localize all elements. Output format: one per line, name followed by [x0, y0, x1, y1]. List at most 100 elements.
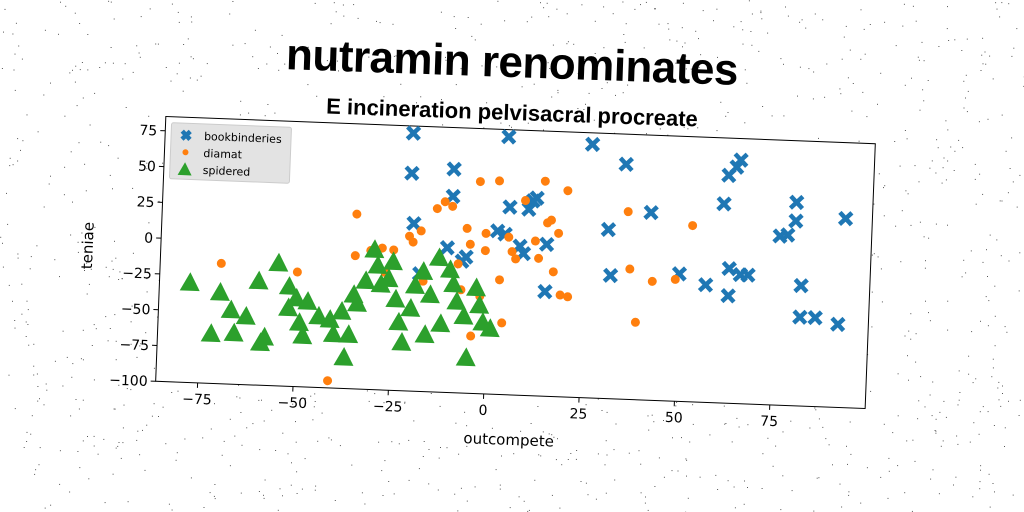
- data-point-triangle: [430, 313, 451, 333]
- data-point-triangle: [419, 284, 440, 304]
- data-point-circle: [495, 176, 505, 186]
- legend-item: diamat: [182, 147, 243, 161]
- data-point-circle: [389, 245, 399, 255]
- data-point-circle: [546, 215, 556, 225]
- data-point-triangle: [443, 273, 464, 293]
- data-point-x: [788, 194, 805, 211]
- data-point-triangle: [400, 297, 421, 317]
- data-point-x: [807, 309, 823, 326]
- data-point-circle: [623, 207, 633, 217]
- legend-label: diamat: [203, 147, 243, 161]
- data-point-triangle: [391, 332, 412, 351]
- data-point-triangle: [209, 282, 230, 301]
- data-point-triangle: [223, 322, 244, 342]
- data-point-x: [538, 236, 555, 253]
- data-point-circle: [670, 274, 680, 284]
- data-point-circle: [350, 251, 360, 261]
- y-tick-label: 75: [139, 123, 157, 140]
- data-point-circle: [630, 317, 640, 327]
- x-tick-label: −50: [277, 395, 307, 412]
- y-tick-label: 25: [136, 194, 154, 211]
- data-point-triangle: [346, 293, 367, 312]
- data-point-triangle: [278, 276, 299, 295]
- data-point-circle: [323, 376, 333, 386]
- legend-label: spidered: [203, 164, 251, 179]
- data-point-x: [446, 161, 462, 177]
- data-point-circle: [216, 258, 226, 268]
- data-point-circle: [555, 290, 565, 300]
- data-point-x: [720, 288, 736, 304]
- data-point-circle: [625, 264, 635, 274]
- x-tick-label: 50: [665, 410, 683, 427]
- data-point-x: [643, 204, 659, 221]
- data-point-circle: [511, 254, 521, 264]
- data-point-circle: [475, 177, 485, 187]
- y-tick-label: 0: [144, 231, 154, 247]
- data-point-x: [830, 316, 846, 333]
- data-point-triangle: [286, 287, 307, 307]
- data-point-triangle: [385, 288, 406, 308]
- data-point-triangle: [331, 301, 352, 320]
- x-axis-label: outcompete: [463, 429, 554, 450]
- data-point-circle: [481, 228, 491, 238]
- data-point-circle: [504, 232, 514, 242]
- data-point-triangle: [268, 252, 289, 272]
- data-point-x: [600, 221, 617, 238]
- data-point-triangle: [453, 305, 474, 325]
- data-point-circle: [480, 246, 490, 256]
- data-point-x: [793, 277, 809, 294]
- data-point-triangle: [177, 162, 192, 176]
- data-point-x: [733, 152, 749, 168]
- data-point-circle: [440, 197, 450, 207]
- data-point-x: [740, 267, 756, 283]
- data-point-circle: [448, 201, 458, 211]
- data-point-triangle: [220, 299, 241, 319]
- data-point-circle: [466, 331, 476, 341]
- data-point-x: [404, 165, 420, 181]
- data-point-triangle: [179, 272, 200, 292]
- data-point-circle: [462, 223, 472, 233]
- data-point-circle: [507, 247, 517, 257]
- data-point-x: [405, 125, 422, 141]
- data-point-x: [716, 196, 732, 212]
- data-point-triangle: [364, 239, 385, 259]
- data-point-circle: [540, 176, 550, 186]
- y-tick-label: −75: [119, 337, 149, 354]
- data-point-triangle: [378, 268, 399, 288]
- data-point-triangle: [292, 325, 313, 345]
- data-point-triangle: [248, 270, 269, 290]
- data-point-triangle: [355, 270, 376, 290]
- x-tick-label: 75: [760, 414, 778, 431]
- data-point-triangle: [428, 247, 449, 267]
- x-tick-label: −25: [373, 399, 403, 416]
- legend-item: spidered: [177, 162, 251, 179]
- data-point-triangle: [288, 312, 309, 332]
- legend-item: bookbinderies: [180, 129, 282, 146]
- data-point-x: [180, 129, 192, 141]
- series-spidered: [179, 239, 500, 367]
- data-point-x: [792, 309, 808, 325]
- data-point-triangle: [254, 326, 274, 346]
- y-tick-label: 50: [138, 159, 156, 176]
- data-point-circle: [563, 186, 573, 196]
- x-tick-label: 25: [569, 406, 587, 423]
- y-axis-ticks: 75 50 25 0 −25 −50 −75 −100: [109, 123, 166, 390]
- data-point-triangle: [404, 275, 425, 295]
- data-point-x: [439, 239, 456, 256]
- data-point-x: [721, 260, 737, 277]
- data-point-triangle: [413, 261, 434, 281]
- data-point-circle: [534, 253, 544, 263]
- data-point-triangle: [322, 323, 343, 343]
- data-point-x: [501, 129, 517, 145]
- series-diamat: [216, 176, 698, 386]
- data-point-x: [537, 283, 553, 300]
- data-point-x: [780, 227, 796, 243]
- data-point-circle: [408, 237, 418, 247]
- data-point-triangle: [235, 305, 256, 325]
- data-point-circle: [554, 228, 564, 238]
- data-point-triangle: [333, 346, 354, 366]
- data-point-triangle: [382, 251, 403, 271]
- y-tick-label: −25: [122, 265, 152, 282]
- data-point-circle: [182, 149, 189, 156]
- y-tick-label: −50: [121, 301, 151, 318]
